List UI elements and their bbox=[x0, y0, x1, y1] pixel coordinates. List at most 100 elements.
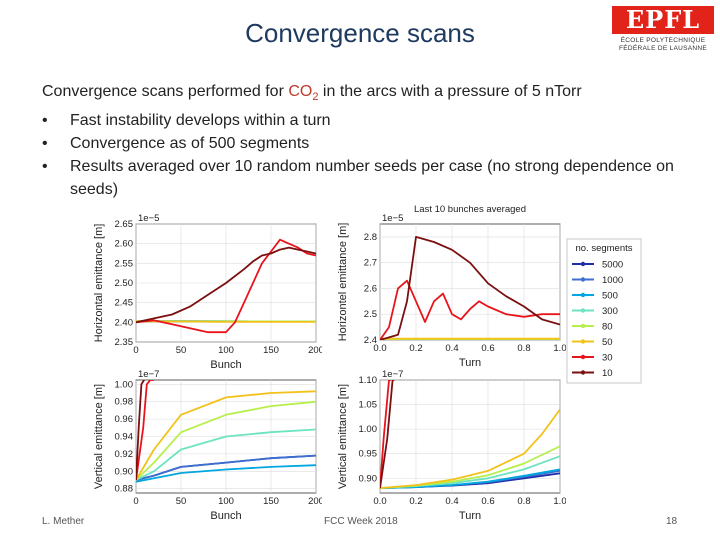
y-tick-label: 0.92 bbox=[115, 449, 134, 460]
slide-body: Convergence scans performed for CO2 in t… bbox=[42, 80, 682, 201]
legend-label-1000: 1000 bbox=[602, 275, 623, 286]
x-tick-label: 0.4 bbox=[445, 496, 458, 507]
x-tick-label: 200 bbox=[308, 496, 322, 507]
epfl-logo: EPFL ÉCOLE POLYTECHNIQUE FÉDÉRALE DE LAU… bbox=[612, 6, 714, 54]
series-line-50 bbox=[136, 390, 316, 481]
legend-marker-50 bbox=[580, 339, 586, 344]
co2-text: CO bbox=[288, 83, 313, 100]
legend-label-80: 80 bbox=[602, 322, 613, 333]
series-group bbox=[380, 380, 560, 489]
y-tick-label: 0.90 bbox=[359, 473, 378, 484]
x-axis-label: Turn bbox=[459, 510, 481, 522]
x-tick-label: 0.6 bbox=[481, 343, 494, 354]
x-tick-label: 150 bbox=[263, 496, 279, 507]
y-tick-label: 0.88 bbox=[115, 484, 134, 495]
offset-label: 1e−7 bbox=[382, 369, 403, 380]
legend-marker-1000 bbox=[580, 277, 586, 282]
co2-subscript: 2 bbox=[312, 91, 319, 104]
footer-page-number: 18 bbox=[666, 516, 678, 527]
chart-vertical-vs-turn: 0.0 0.2 0.4 0.6 0.8 1.0 0.90 0.95 1.00 1.05 1.10 1e… bbox=[336, 368, 567, 528]
y-tick-label: 0.96 bbox=[115, 414, 134, 425]
x-tick-label: 0.2 bbox=[409, 343, 422, 354]
y-tick-label: 2.65 bbox=[115, 219, 134, 230]
y-tick-label: 1.00 bbox=[115, 379, 134, 390]
y-tick-label: 2.50 bbox=[115, 278, 134, 289]
y-tick-label: 0.98 bbox=[115, 397, 134, 408]
series-line-30 bbox=[380, 279, 560, 340]
chart-svg: 0 50 100 150 200 2.35 2.40 2.45 2.50 2.55 2.60 2.65… bbox=[93, 213, 324, 371]
legend-title: no. segments bbox=[575, 243, 632, 254]
x-tick-label: 1.0 bbox=[553, 343, 566, 354]
x-tick-label: 0.8 bbox=[517, 343, 530, 354]
logo-subtitle-line2: FÉDÉRALE DE LAUSANNE bbox=[619, 45, 707, 52]
x-axis-label: Bunch bbox=[210, 510, 241, 522]
y-tick-label: 2.6 bbox=[364, 283, 377, 294]
bullet-text: Convergence as of 500 segments bbox=[70, 135, 310, 153]
x-tick-label: 200 bbox=[308, 345, 322, 356]
y-tick-label: 0.90 bbox=[115, 466, 134, 477]
y-tick-label: 0.95 bbox=[359, 449, 378, 460]
offset-label: 1e−5 bbox=[382, 213, 403, 224]
y-tick-label: 2.60 bbox=[115, 239, 134, 250]
intro-text-before: Convergence scans performed for bbox=[42, 83, 289, 100]
x-tick-label: 100 bbox=[218, 345, 234, 356]
chart-horizontal-vs-turn: 0.0 0.2 0.4 0.6 0.8 1.0 2.4 2.5 2.6 2.7 2.8 1e−5 Las… bbox=[336, 200, 567, 375]
legend-marker-30 bbox=[580, 354, 586, 360]
intro-line: Convergence scans performed for CO2 in t… bbox=[42, 80, 682, 109]
x-tick-label: 0.6 bbox=[481, 496, 494, 507]
legend-label-300: 300 bbox=[602, 306, 618, 317]
x-tick-label: 0.0 bbox=[373, 343, 386, 354]
x-tick-label: 50 bbox=[176, 345, 187, 356]
y-axis-label: Vertical emittance [m] bbox=[337, 384, 349, 489]
series-line-50 bbox=[136, 320, 316, 323]
legend-label-500: 500 bbox=[602, 291, 618, 302]
x-tick-label: 1.0 bbox=[553, 496, 566, 507]
x-tick-label: 50 bbox=[176, 496, 187, 507]
x-tick-label: 0.4 bbox=[445, 343, 458, 354]
y-tick-label: 1.10 bbox=[359, 375, 378, 386]
series-line-300 bbox=[136, 428, 316, 481]
series-line-30 bbox=[136, 380, 154, 481]
footer-author: L. Mether bbox=[42, 516, 85, 527]
series-group bbox=[136, 380, 316, 483]
series-line-1000 bbox=[136, 454, 316, 481]
legend-label-10: 10 bbox=[602, 368, 613, 379]
chart-svg: 0 50 100 150 200 0.88 0.90 0.92 0.94 0.96 0.98 1.00… bbox=[93, 369, 324, 522]
y-axis-label: Horizontal emittance [m] bbox=[93, 224, 105, 343]
bullet-item: • Convergence as of 500 segments bbox=[42, 132, 682, 155]
legend-marker-5000 bbox=[580, 261, 586, 267]
bullet-text: Results averaged over 10 random number s… bbox=[70, 158, 674, 199]
series-line-30 bbox=[380, 380, 391, 489]
intro-text-after: in the arcs with a pressure of 5 nTorr bbox=[318, 83, 582, 100]
y-tick-label: 2.8 bbox=[364, 232, 377, 243]
chart-svg: 0.0 0.2 0.4 0.6 0.8 1.0 0.90 0.95 1.00 1.05 1.10 1e… bbox=[337, 369, 567, 522]
y-tick-label: 1.05 bbox=[359, 400, 378, 411]
intro-co2: CO2 bbox=[288, 83, 319, 104]
x-tick-label: 0 bbox=[133, 345, 138, 356]
bullet-list: • Fast instability develops within a turn… bbox=[42, 109, 682, 201]
x-tick-label: 0.2 bbox=[409, 496, 422, 507]
chart-legend: no. segments 5000 1000 500 300 80 50 30 10 bbox=[566, 238, 642, 389]
y-tick-label: 0.94 bbox=[115, 432, 134, 443]
logo-mark: EPFL bbox=[612, 6, 714, 34]
bullet-item: • Results averaged over 10 random number … bbox=[42, 155, 682, 201]
y-tick-label: 2.45 bbox=[115, 298, 134, 309]
legend-label-5000: 5000 bbox=[602, 260, 623, 271]
x-axis-label: Turn bbox=[459, 357, 481, 369]
series-line-10 bbox=[380, 236, 560, 340]
x-axis-label: Bunch bbox=[210, 359, 241, 371]
chart-svg: 0.0 0.2 0.4 0.6 0.8 1.0 2.4 2.5 2.6 2.7 2.8 1e−5 Las… bbox=[337, 204, 567, 369]
series-line-30 bbox=[136, 238, 316, 334]
x-tick-label: 150 bbox=[263, 345, 279, 356]
y-tick-label: 2.4 bbox=[364, 335, 377, 346]
y-tick-label: 2.55 bbox=[115, 258, 134, 269]
bullet-marker: • bbox=[42, 158, 48, 176]
legend-marker-500 bbox=[580, 292, 586, 298]
legend-svg: no. segments 5000 1000 500 300 80 50 30 10 bbox=[566, 238, 642, 384]
x-tick-label: 0.0 bbox=[373, 496, 386, 507]
series-line-10 bbox=[136, 380, 145, 481]
offset-label: 1e−5 bbox=[138, 213, 159, 224]
series-line-80 bbox=[136, 400, 316, 481]
y-tick-label: 2.7 bbox=[364, 258, 377, 269]
x-tick-label: 0.8 bbox=[517, 496, 530, 507]
